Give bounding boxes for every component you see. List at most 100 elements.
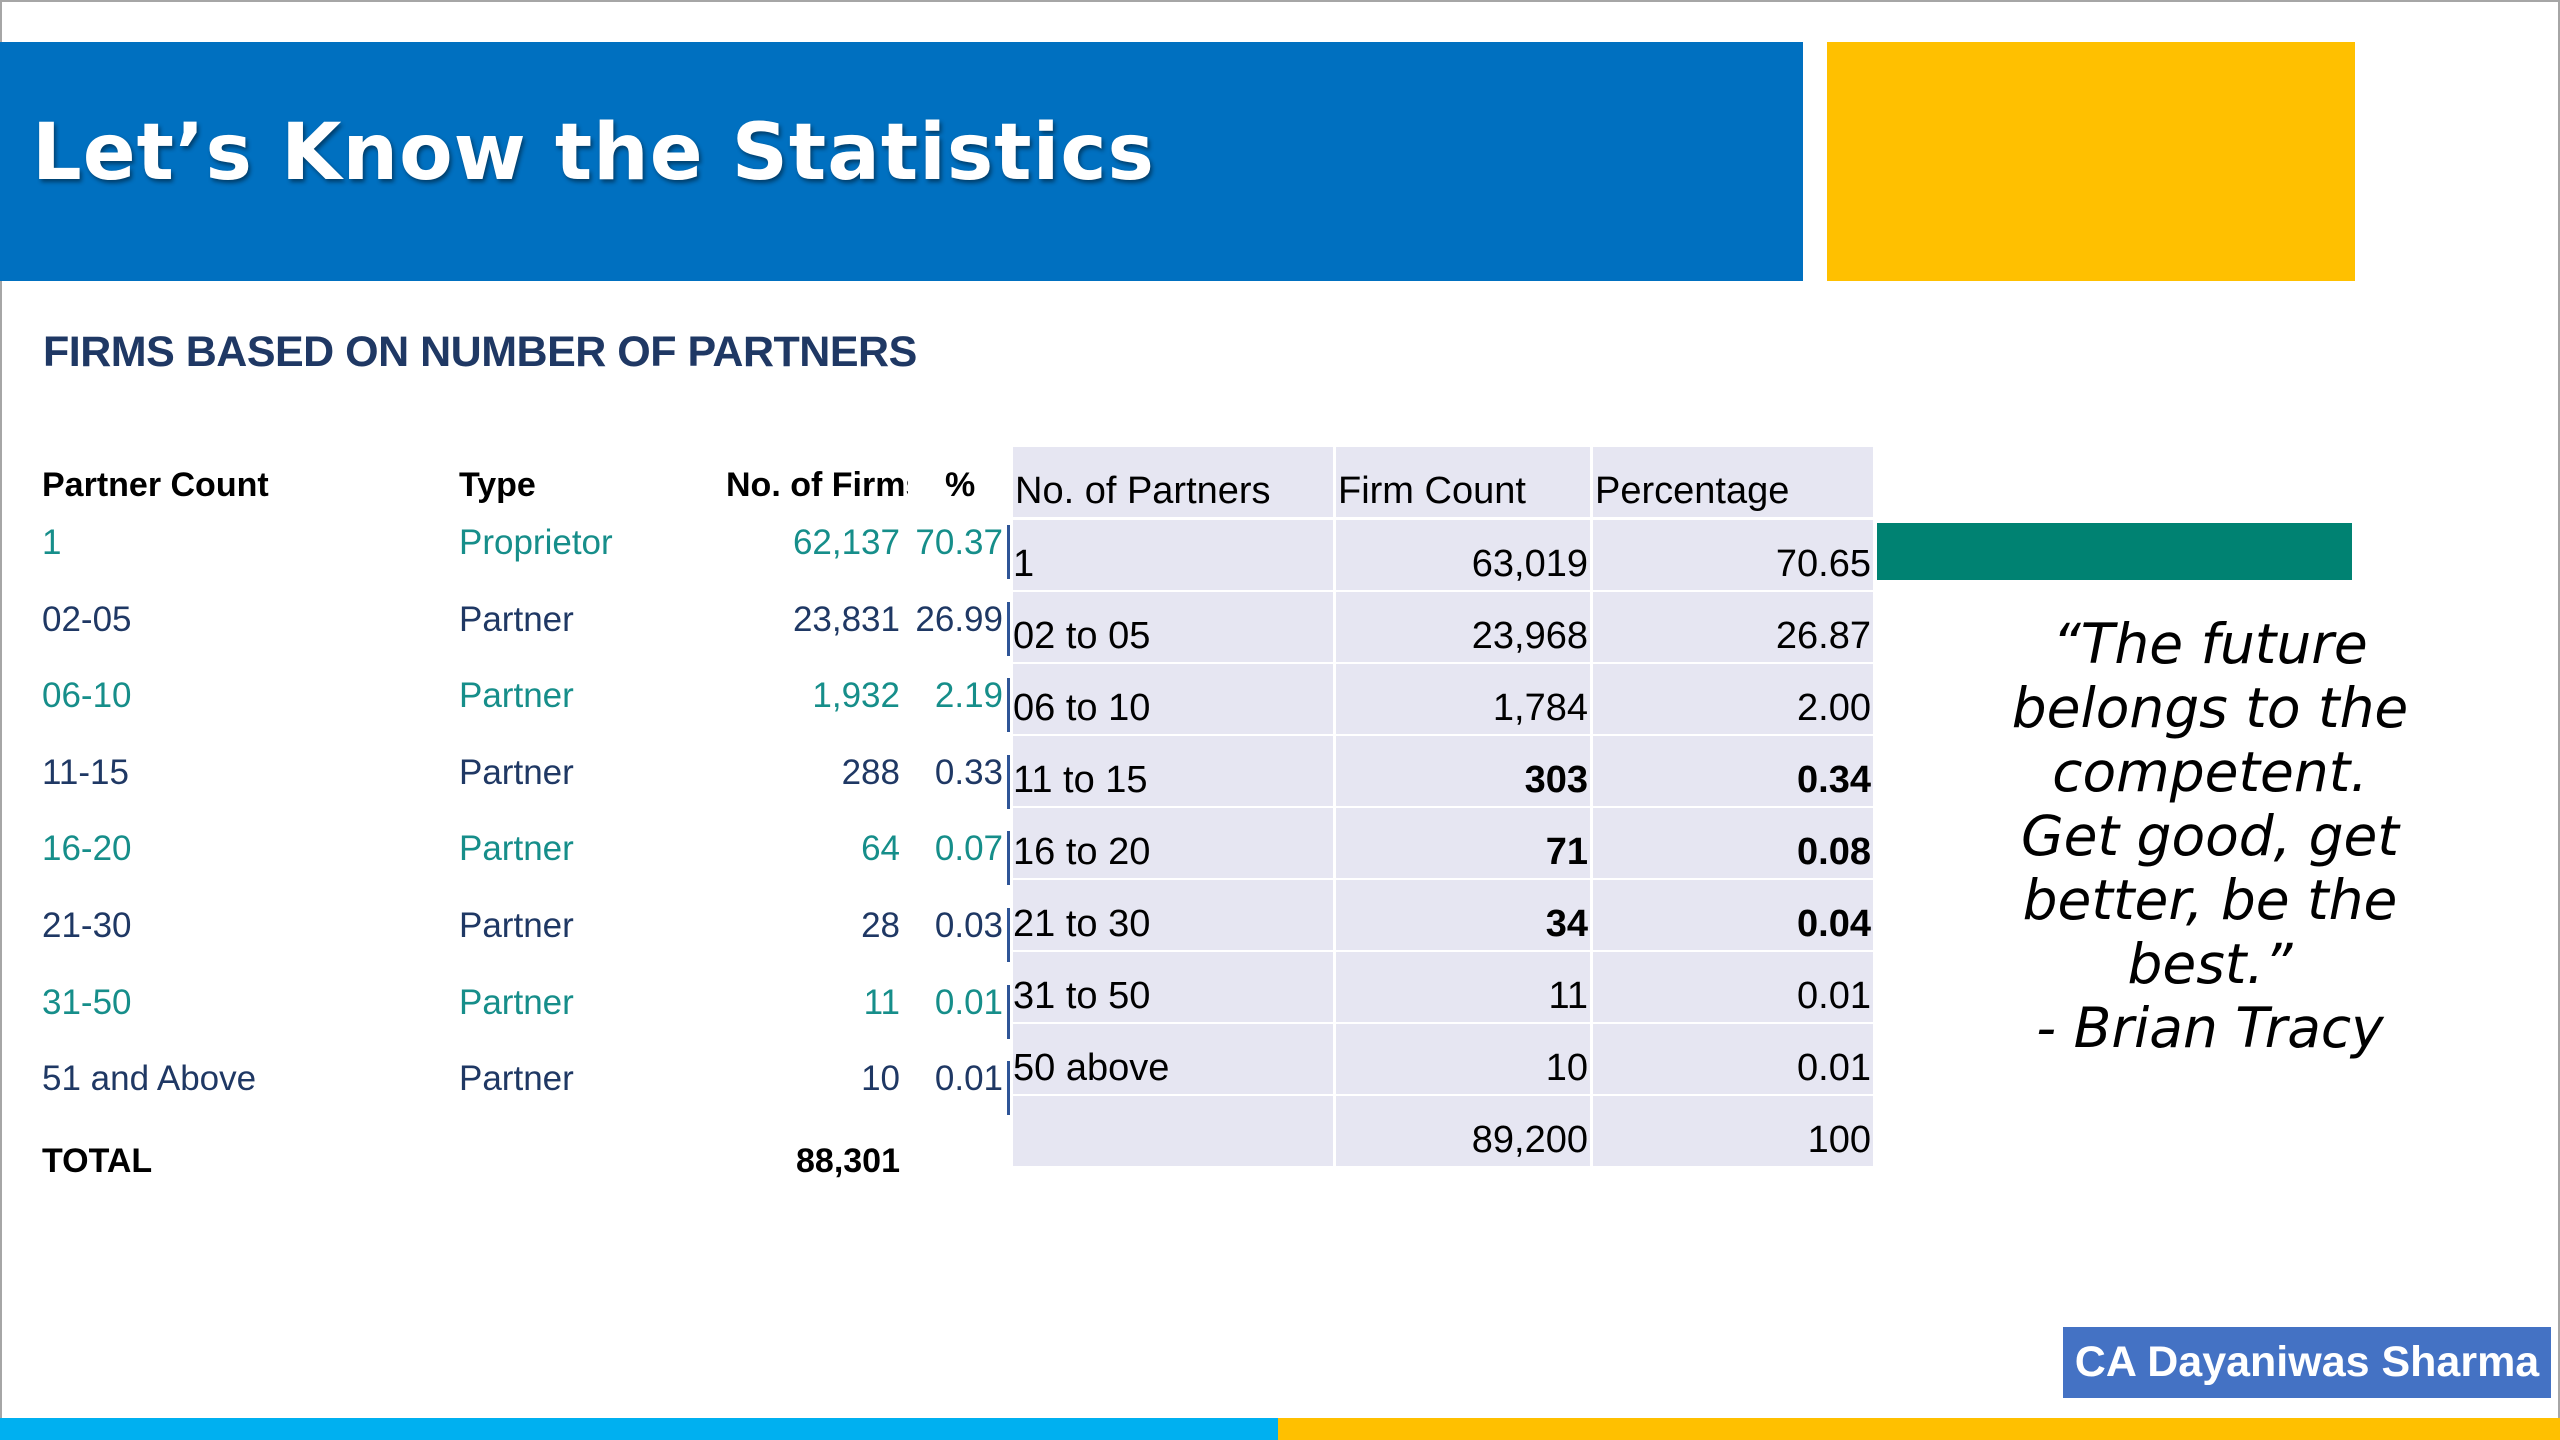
header-no-of-partners-cell-bg: No. of Partners [1013, 447, 1333, 517]
percentage-cell-cell-bg: 26.87 [1593, 592, 1873, 662]
percentage-cell: 0.34 [1797, 759, 1871, 801]
row-divider-line [1007, 908, 1010, 962]
firms-cell: 23,831 [792, 600, 900, 639]
partners-cell: 50 above [1013, 1047, 1170, 1089]
type-cell: Partner [459, 676, 574, 715]
row-divider-line [1007, 525, 1010, 579]
quote-line: “The future [2052, 612, 2368, 676]
right-table-row: 11 to 15 303 0.34 [1013, 736, 1873, 806]
percentage-cell-cell-bg: 0.01 [1593, 1024, 1873, 1094]
percent-cell: 0.01 [934, 1059, 1003, 1098]
firm-count-cell: 34 [1545, 903, 1588, 945]
firm-count-cell-cell-bg: 11 [1336, 952, 1590, 1022]
header-percentage-cell-bg: Percentage [1593, 447, 1873, 517]
right-table-row: No. of Partners Firm Count Percentage [1013, 447, 1873, 517]
quote-line: Get good, get [2021, 804, 2399, 868]
header-percentage: Percentage [1595, 470, 1790, 512]
firms-cell: 64 [861, 829, 900, 868]
firm-count-cell: 10 [1545, 1047, 1588, 1089]
right-table-row: 1 63,019 70.65 [1013, 520, 1873, 590]
quote-author: - Brian Tracy [2036, 996, 2384, 1060]
type-cell: Partner [459, 1059, 574, 1098]
firms-cell: 28 [861, 906, 900, 945]
percentage-cell-cell-bg: 0.01 [1593, 952, 1873, 1022]
firm-count-cell-cell-bg: 71 [1336, 808, 1590, 878]
quote-line: competent. [2052, 740, 2368, 804]
firms-cell: 288 [841, 753, 900, 792]
partner-count-cell: 16-20 [42, 829, 132, 868]
partners-cell-cell-bg: 31 to 50 [1013, 952, 1333, 1022]
firm-count-cell-cell-bg: 23,968 [1336, 592, 1590, 662]
right-table-row: 06 to 10 1,784 2.00 [1013, 664, 1873, 734]
header-no-of-firms: No. of Firms [726, 466, 908, 504]
percent-cell: 0.33 [934, 753, 1003, 792]
row-divider-line [1007, 1061, 1010, 1115]
percentage-cell-cell-bg: 0.04 [1593, 880, 1873, 950]
firm-count-cell-cell-bg: 34 [1336, 880, 1590, 950]
percentage-cell: 0.01 [1797, 975, 1871, 1017]
row-divider-line [1007, 831, 1010, 885]
firm-count-cell: 303 [1524, 759, 1588, 801]
partner-count-cell: 31-50 [42, 983, 132, 1022]
partners-cell-cell-bg [1013, 1096, 1333, 1166]
firm-count-cell: 1,784 [1492, 687, 1588, 729]
firms-cell: 1,932 [812, 676, 900, 715]
partners-cell-cell-bg: 02 to 05 [1013, 592, 1333, 662]
row-divider-line [1007, 678, 1010, 732]
type-cell: Partner [459, 983, 574, 1022]
percentage-cell-cell-bg: 2.00 [1593, 664, 1873, 734]
right-table-row: 50 above 10 0.01 [1013, 1024, 1873, 1094]
partners-cell-cell-bg: 50 above [1013, 1024, 1333, 1094]
accent-bar-teal [1877, 523, 2352, 580]
partners-cell: 02 to 05 [1013, 615, 1151, 657]
firms-cell: 11 [863, 983, 900, 1022]
section-subtitle: FIRMS BASED ON NUMBER OF PARTNERS [43, 328, 917, 376]
partners-cell: 1 [1013, 543, 1035, 585]
percentage-cell-cell-bg: 0.34 [1593, 736, 1873, 806]
firm-count-cell: 63,019 [1471, 543, 1588, 585]
total-value: 88,301 [796, 1142, 900, 1180]
quote-line: belongs to the [2011, 676, 2409, 740]
partner-count-cell: 06-10 [42, 676, 132, 715]
type-cell: Partner [459, 753, 574, 792]
firm-count-cell: 11 [1548, 975, 1588, 1017]
type-cell: Partner [459, 906, 574, 945]
type-cell: Proprietor [459, 523, 613, 562]
title-banner [0, 42, 1803, 281]
type-cell: Partner [459, 600, 574, 639]
percent-cell: 70.37 [915, 523, 1003, 562]
bottom-stripe-cyan [0, 1418, 1278, 1440]
type-cell: Partner [459, 829, 574, 868]
firm-count-cell-cell-bg: 63,019 [1336, 520, 1590, 590]
partner-count-cell: 11-15 [42, 753, 129, 792]
row-divider-line [1007, 985, 1010, 1039]
firm-count-cell: 23,968 [1471, 615, 1588, 657]
quote-line: better, be the [2022, 868, 2398, 932]
partner-count-cell: 02-05 [42, 600, 132, 639]
partner-count-cell: 1 [42, 523, 62, 562]
firm-count-cell: 89,200 [1471, 1119, 1588, 1161]
accent-block-yellow [1827, 42, 2355, 281]
percentage-cell: 70.65 [1775, 543, 1871, 585]
partners-cell: 11 to 15 [1013, 759, 1148, 801]
presenter-name-box: CA Dayaniwas Sharma [2063, 1327, 2551, 1398]
partners-cell: 21 to 30 [1013, 903, 1151, 945]
right-table-row: 16 to 20 71 0.08 [1013, 808, 1873, 878]
row-divider-line [1007, 755, 1010, 809]
percentage-cell: 0.04 [1797, 903, 1871, 945]
percentage-cell: 0.08 [1797, 831, 1871, 873]
percentage-cell: 100 [1807, 1119, 1871, 1161]
header-firm-count-cell-bg: Firm Count [1336, 447, 1590, 517]
partners-cell: 31 to 50 [1013, 975, 1151, 1017]
percent-cell: 26.99 [915, 600, 1003, 639]
right-table-row: 21 to 30 34 0.04 [1013, 880, 1873, 950]
firm-count-cell-cell-bg: 303 [1336, 736, 1590, 806]
partners-cell-cell-bg: 1 [1013, 520, 1333, 590]
percentage-cell-cell-bg: 70.65 [1593, 520, 1873, 590]
firm-count-cell-cell-bg: 1,784 [1336, 664, 1590, 734]
slide-title: Let’s Know the Statistics [32, 108, 1155, 198]
firms-cell: 10 [861, 1059, 900, 1098]
right-table-row: 02 to 05 23,968 26.87 [1013, 592, 1873, 662]
percentage-cell-cell-bg: 0.08 [1593, 808, 1873, 878]
header-no-of-partners: No. of Partners [1015, 470, 1271, 512]
